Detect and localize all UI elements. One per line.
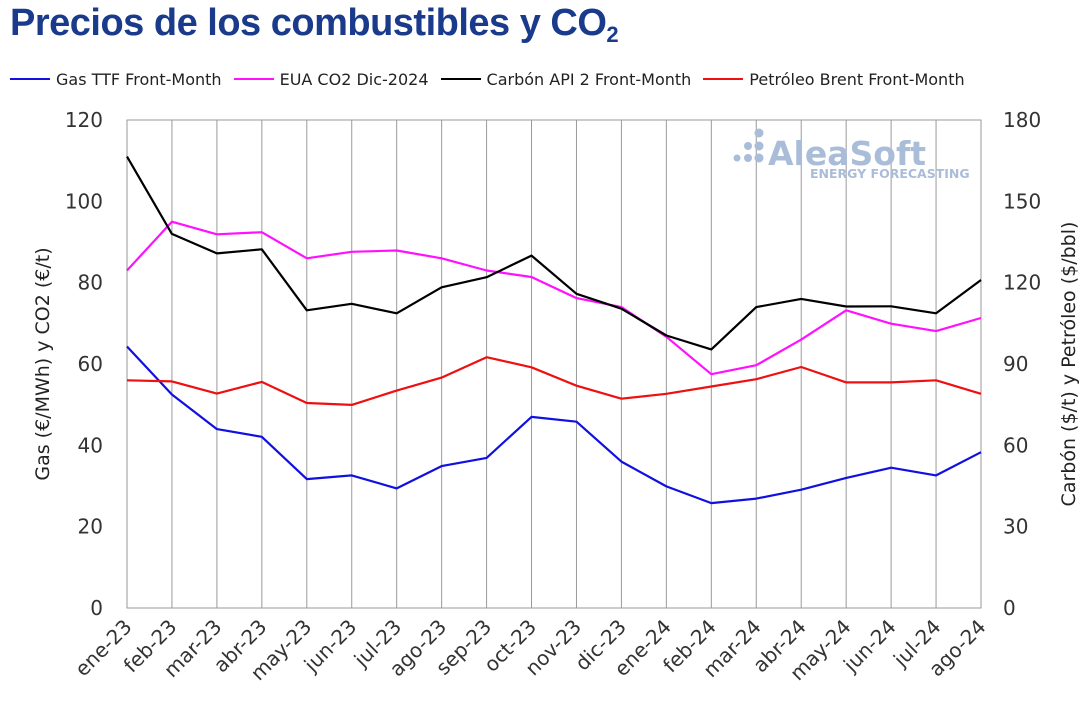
legend-item-gas-ttf-front-month: Gas TTF Front-Month: [10, 70, 222, 89]
left-axis-tick-label: 120: [65, 108, 103, 132]
series-line-eua-co2-dic-2024: [126, 220, 982, 376]
right-axis-tick-label: 120: [1003, 271, 1041, 295]
right-axis-tick-label: 150: [1003, 189, 1041, 213]
series-line-carbon-api-2-front-month: [126, 156, 982, 351]
left-axis-tick-label: 100: [65, 189, 103, 213]
chart-legend: Gas TTF Front-Month EUA CO2 Dic-2024 Carbó…: [10, 68, 977, 90]
title-subscript: 2: [606, 22, 619, 47]
plot-area-frame: [126, 119, 982, 609]
legend-swatch: [233, 78, 274, 80]
left-axis-tick-label: 60: [78, 352, 103, 376]
legend-item-eua-co2-dic-2024: EUA CO2 Dic-2024: [233, 69, 429, 89]
watermark-tagline: ENERGY FORECASTING: [810, 166, 970, 181]
right-axis-tick-label: 0: [1003, 596, 1016, 620]
series-line-gas-ttf-front-month: [126, 345, 982, 505]
watermark-brand: AleaSoft: [768, 134, 926, 173]
watermark-logo-dot: [744, 142, 752, 150]
right-axis-tick-label: 60: [1003, 433, 1028, 457]
left-axis-tick-label: 20: [78, 515, 103, 539]
legend-swatch: [703, 78, 744, 80]
x-axis-tick-label: ene-23: [70, 615, 136, 681]
right-axis-tick-label: 180: [1003, 108, 1041, 132]
legend-item-carbon-api-2-front-month: Carbón API 2 Front-Month: [440, 69, 692, 89]
legend-swatch: [10, 78, 50, 80]
legend-swatch: [440, 78, 481, 80]
chart-title: Precios de los combustibles y CO2: [10, 2, 619, 47]
legend-label: EUA CO2 Dic-2024: [279, 69, 429, 89]
legend-label: Petróleo Brent Front-Month: [749, 69, 965, 89]
left-axis-tick-label: 40: [78, 433, 103, 457]
right-axis-tick-label: 30: [1003, 515, 1028, 539]
watermark-logo-dot: [754, 153, 764, 163]
left-axis-tick-label: 80: [78, 271, 103, 295]
watermark-logo-dot: [754, 128, 764, 138]
watermark-logo-dot: [744, 154, 752, 162]
legend-label: Carbón API 2 Front-Month: [486, 69, 692, 89]
left-axis-title: Gas (€/MWh) y CO2 (€/t): [32, 247, 54, 480]
right-axis-title: Carbón ($/t) y Petróleo ($/bbl): [1058, 222, 1080, 507]
watermark-logo-dot: [754, 141, 764, 151]
watermark-logo-dot: [733, 154, 741, 162]
right-axis-tick-label: 90: [1003, 352, 1028, 376]
legend-item-petroleo-brent-front-month: Petróleo Brent Front-Month: [703, 69, 965, 89]
series-line-petroleo-brent-front-month: [126, 356, 982, 406]
legend-label: Gas TTF Front-Month: [56, 69, 222, 89]
left-axis-tick-label: 0: [90, 596, 103, 620]
